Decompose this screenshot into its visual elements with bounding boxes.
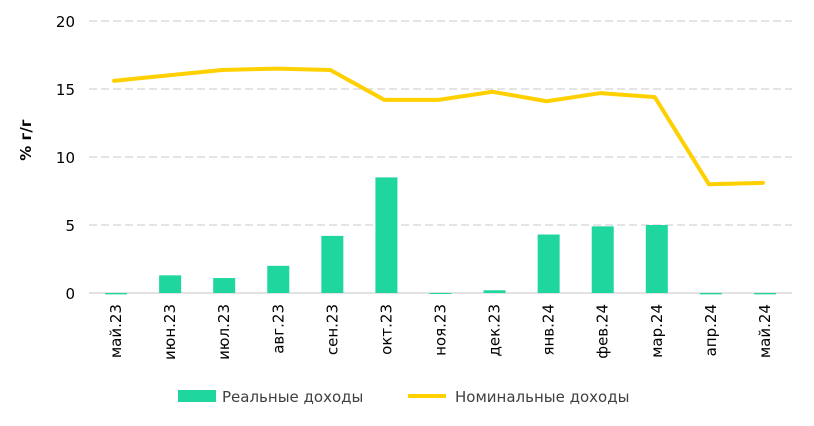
x-axis-ticks: май.23 июн.23 июл.23 авг.23 сен.23 окт.23 ноя.…	[107, 304, 774, 360]
bar	[267, 265, 290, 293]
bar	[591, 226, 614, 293]
x-tick-label: фев.24	[594, 304, 612, 359]
legend-swatch-real	[178, 390, 216, 402]
y-tick-label: 5	[65, 217, 75, 235]
bar	[375, 177, 398, 293]
gridlines	[89, 20, 792, 294]
y-axis-label: % г/г	[17, 119, 35, 161]
x-tick-label: янв.24	[540, 304, 558, 356]
line-series	[112, 66, 765, 187]
y-axis-ticks: 0 5 10 15 20	[56, 13, 75, 303]
x-tick-label: окт.23	[377, 304, 395, 355]
legend: Реальные доходы Номинальные доходы	[178, 388, 629, 406]
bar	[429, 293, 452, 294]
x-tick-label: май.23	[107, 304, 125, 358]
y-tick-label: 0	[65, 285, 75, 303]
x-tick-label: июн.23	[161, 304, 179, 360]
legend-label-nominal: Номинальные доходы	[455, 388, 629, 406]
y-tick-label: 10	[56, 149, 75, 167]
x-tick-label: апр.24	[702, 304, 720, 356]
bar	[645, 225, 668, 293]
x-tick-label: дек.23	[486, 304, 504, 357]
bar	[699, 293, 722, 295]
bar	[321, 235, 344, 293]
legend-label-real: Реальные доходы	[222, 388, 363, 406]
y-tick-label: 15	[56, 81, 75, 99]
x-tick-label: ноя.23	[432, 304, 450, 356]
line-nominal	[112, 66, 765, 187]
bar	[213, 278, 236, 293]
bar	[753, 293, 776, 295]
x-tick-label: мар.24	[648, 304, 666, 358]
bar	[483, 290, 506, 293]
x-tick-label: май.24	[756, 304, 774, 358]
x-tick-label: авг.23	[269, 304, 287, 354]
bar	[159, 275, 182, 293]
x-tick-label: сен.23	[323, 304, 341, 355]
y-tick-label: 20	[56, 13, 75, 31]
bar	[537, 234, 560, 293]
bar-series	[105, 177, 776, 295]
x-tick-label: июл.23	[215, 304, 233, 360]
bar	[105, 293, 128, 295]
